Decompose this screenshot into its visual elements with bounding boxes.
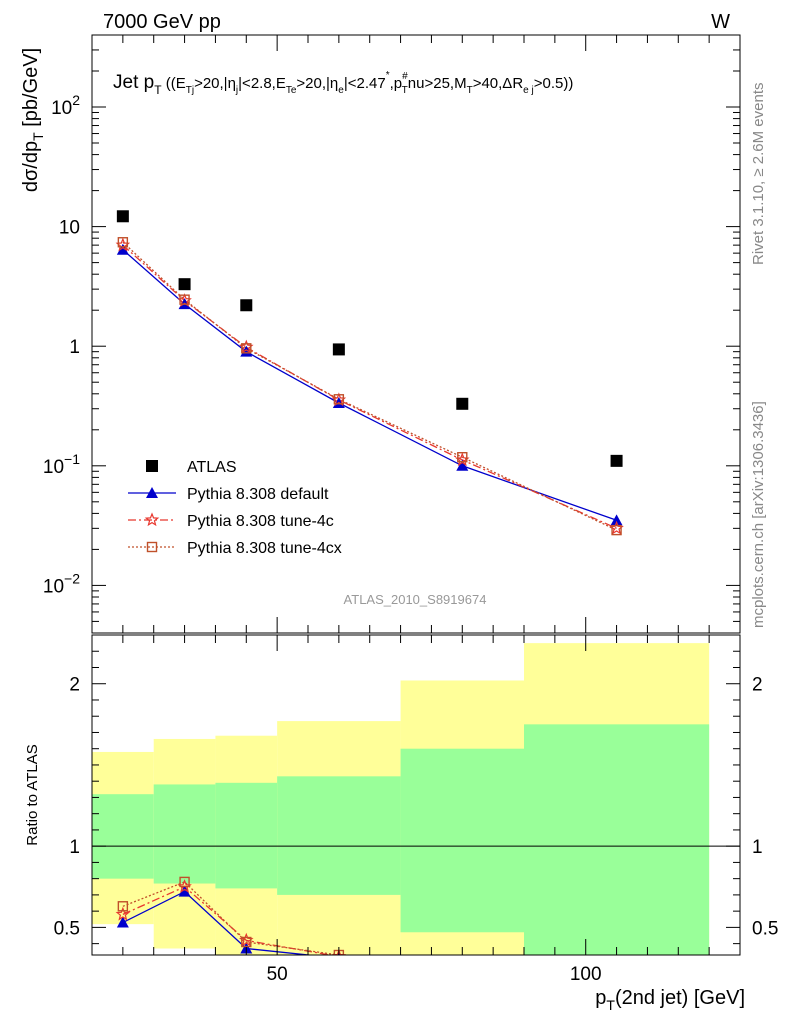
series-line-pythia-8-308-tune-4cx bbox=[122, 241, 617, 531]
legend-marker bbox=[146, 487, 158, 498]
uncertainty-band-inner bbox=[92, 794, 154, 879]
ratio-point bbox=[115, 906, 131, 921]
data-point bbox=[610, 454, 623, 467]
x-tick-label: 50 bbox=[267, 964, 288, 985]
ratio-line-pythia-8-308-tune-4cx bbox=[122, 881, 339, 955]
data-point bbox=[332, 343, 345, 356]
uncertainty-band-inner bbox=[153, 784, 216, 884]
uncertainty-band-inner bbox=[524, 724, 710, 955]
legend-marker bbox=[146, 460, 158, 472]
y-tick-label: 1 bbox=[69, 337, 80, 358]
rivet-label: Rivet 3.1.10, ≥ 2.6M events bbox=[750, 83, 767, 266]
data-point bbox=[240, 345, 253, 357]
ratio-y-tick-label-right: 1 bbox=[752, 837, 763, 858]
data-point bbox=[240, 299, 253, 312]
uncertainty-band-inner bbox=[400, 748, 524, 933]
series-line-pythia-8-308-default bbox=[122, 249, 617, 521]
y-tick-label: 10−1 bbox=[43, 451, 80, 478]
ratio-plot-panel: 0.5 0.5 1 1 2 2 50 100 bbox=[54, 634, 778, 985]
ratio-y-tick-label: 1 bbox=[69, 837, 80, 858]
process-label: W bbox=[711, 11, 730, 33]
main-plot-panel: 10−2 10−1 1 10 102 bbox=[43, 34, 741, 634]
ratio-point bbox=[116, 916, 129, 928]
legend-label: ATLAS bbox=[187, 459, 237, 476]
data-point bbox=[611, 524, 622, 536]
y-tick-label: 102 bbox=[51, 92, 80, 119]
y-tick-label: 10−2 bbox=[43, 570, 80, 597]
data-point bbox=[610, 514, 623, 526]
legend-marker bbox=[144, 512, 160, 527]
ratio-line-pythia-8-308-tune-4c bbox=[122, 886, 334, 955]
ratio-point bbox=[117, 901, 129, 912]
energy-label: 7000 GeV pp bbox=[103, 11, 221, 33]
plot-title: Jet pT ((ETj>20,|ηj|<2.8,ETe>20,|ηe|<2.4… bbox=[113, 70, 573, 97]
mcplots-label: mcplots.cern.ch [arXiv:1306.3436] bbox=[750, 401, 767, 628]
x-axis-title: pT(2nd jet) [GeV] bbox=[595, 987, 745, 1013]
legend-label: Pythia 8.308 tune-4c bbox=[187, 513, 334, 530]
ratio-y-tick-label: 2 bbox=[69, 675, 80, 696]
ratio-line-pythia-8-308-default bbox=[122, 890, 315, 955]
legend-label: Pythia 8.308 default bbox=[187, 486, 329, 503]
data-point bbox=[117, 237, 129, 248]
ratio-point bbox=[179, 876, 190, 888]
ratio-y-tick-label-right: 2 bbox=[752, 675, 763, 696]
data-point bbox=[456, 459, 469, 471]
data-point bbox=[241, 343, 252, 354]
legend-marker bbox=[146, 541, 158, 553]
main-y-axis-title: dσ/dpT [pb/GeV] bbox=[20, 48, 46, 192]
main-plot-frame bbox=[91, 34, 741, 634]
ratio-y-tick-label: 0.5 bbox=[54, 918, 80, 939]
uncertainty-band-inner bbox=[215, 782, 278, 889]
y-tick-label: 10 bbox=[59, 218, 80, 239]
uncertainty-band-inner bbox=[277, 776, 401, 895]
data-point bbox=[116, 243, 129, 255]
ratio-point bbox=[241, 936, 252, 948]
legend-label: Pythia 8.308 tune-4cx bbox=[187, 540, 342, 557]
x-tick-label: 100 bbox=[570, 964, 602, 985]
legend: ATLAS Pythia 8.308 default Pythia 8.308 tu… bbox=[128, 459, 342, 557]
analysis-id-label: ATLAS_2010_S8919674 bbox=[344, 592, 487, 607]
data-point bbox=[178, 278, 191, 291]
data-point bbox=[116, 210, 129, 223]
ratio-plot-frame bbox=[91, 634, 741, 956]
data-point bbox=[456, 397, 469, 410]
series-line-pythia-8-308-tune-4c bbox=[122, 244, 617, 529]
ratio-y-tick-label-right: 0.5 bbox=[752, 918, 778, 939]
data-point bbox=[457, 452, 468, 463]
ratio-point bbox=[178, 885, 191, 897]
ratio-y-axis-title: Ratio to ATLAS bbox=[24, 744, 41, 845]
data-point bbox=[179, 294, 190, 305]
data-point bbox=[333, 394, 345, 405]
